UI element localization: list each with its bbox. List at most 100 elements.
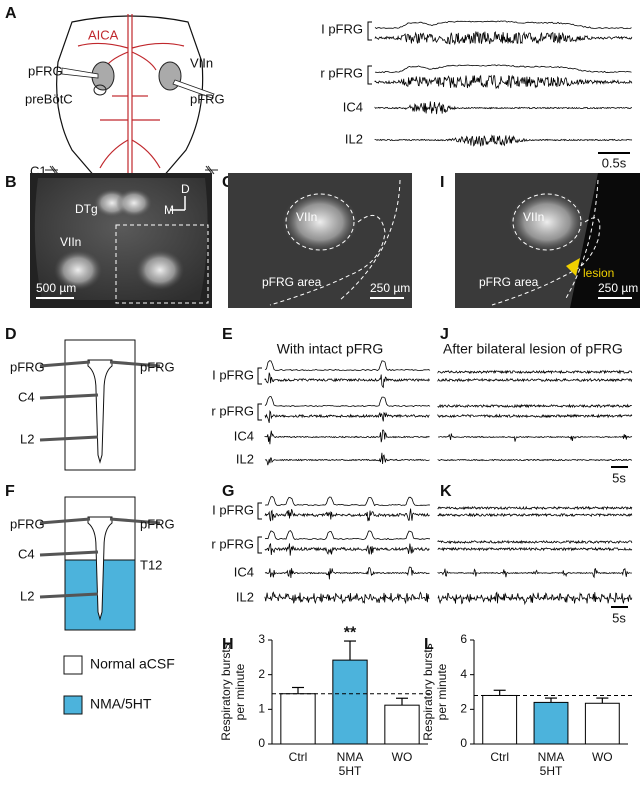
legend-swatch [63, 695, 83, 715]
label: C4 [18, 546, 35, 561]
bracket [257, 367, 262, 554]
label: VIIn [60, 235, 81, 249]
label: C4 [18, 389, 35, 404]
trace [437, 505, 633, 511]
y-tick-label: 3 [258, 632, 265, 646]
trace [437, 591, 633, 606]
label: L2 [20, 588, 34, 603]
trace-label: I pFRG [321, 21, 363, 36]
trace [437, 546, 633, 552]
integrated-trace [264, 360, 431, 372]
trace [264, 566, 430, 580]
micrograph [228, 173, 412, 308]
trace [264, 591, 430, 605]
trace-label: r pFRG [211, 403, 254, 418]
label: DTg [75, 202, 98, 216]
panel-letter: A [5, 5, 17, 22]
y-tick-label: 0 [460, 736, 467, 750]
scale-label: 5s [612, 470, 626, 485]
legend-swatch [63, 655, 83, 675]
panel-letter: B [5, 174, 17, 191]
label: VIIn [296, 210, 317, 224]
panel-title: After bilateral lesion of pFRG [443, 341, 623, 357]
y-tick-label: 2 [258, 667, 265, 681]
label: pFRG area [479, 275, 539, 289]
trace [264, 410, 430, 423]
trace-label: IC4 [234, 564, 254, 579]
trace-label: IL2 [236, 451, 254, 466]
scale-label: 500 µm [36, 281, 76, 295]
trace [437, 567, 633, 579]
cord-schematic [39, 496, 161, 631]
integrated-trace [264, 530, 431, 541]
label: pFRG [10, 359, 45, 374]
bar [533, 701, 569, 745]
label: pFRG area [262, 275, 322, 289]
scale-label: 250 µm [370, 281, 410, 295]
trace-label: IL2 [345, 131, 363, 146]
bracket [367, 21, 372, 85]
y-axis-label: Respiratory burstsper minute [219, 643, 247, 740]
trace [264, 542, 430, 556]
integrated-trace [264, 496, 431, 507]
x-tick-label: WO [392, 750, 413, 764]
trace [438, 433, 633, 442]
trace-label: IC4 [343, 99, 363, 114]
label: L2 [20, 431, 34, 446]
trace [264, 429, 430, 445]
trace [264, 372, 430, 389]
significance: ** [344, 624, 357, 641]
trace [374, 134, 633, 147]
x-tick-label: WO [592, 750, 613, 764]
trace-label: r pFRG [320, 65, 363, 80]
label: pFRG [190, 91, 225, 106]
legend-label: NMA/5HT [90, 696, 152, 712]
bar [584, 702, 620, 745]
label: lesion [583, 266, 614, 280]
trace [437, 413, 633, 419]
trace-label: IL2 [236, 589, 254, 604]
cord-schematic [39, 339, 161, 471]
x-tick-label: Ctrl [289, 750, 308, 764]
label: VIIn [523, 210, 544, 224]
label: pFRG [140, 516, 175, 531]
bar [482, 694, 518, 745]
label: pFRG [140, 359, 175, 374]
label: T12 [140, 557, 162, 572]
trace [437, 458, 633, 462]
trace [437, 369, 633, 375]
trace [374, 74, 633, 90]
trace [374, 31, 633, 46]
label: pFRG [28, 63, 63, 78]
bar [332, 659, 368, 745]
recordings [264, 20, 633, 606]
integrated-trace [264, 396, 431, 408]
trace-label: I pFRG [212, 367, 254, 382]
micrograph [30, 173, 212, 308]
trace [437, 403, 632, 409]
bar [280, 693, 316, 745]
label: VIIn [190, 55, 213, 70]
label: D [181, 182, 190, 196]
panel-letter: I [440, 174, 444, 191]
label: M [164, 203, 174, 217]
trace [374, 101, 632, 115]
trace [437, 539, 633, 545]
legend: Normal aCSF NMA/5HT [63, 655, 175, 715]
y-tick-label: 6 [460, 632, 467, 646]
panel-letter: E [222, 326, 233, 343]
trace-label: I pFRG [212, 502, 254, 517]
panel-letter: G [222, 483, 234, 500]
trace [264, 508, 430, 522]
scale-label: 0.5s [602, 155, 627, 170]
trace [437, 512, 633, 518]
x-tick-label: NMA 5HT [337, 750, 364, 778]
trace [264, 452, 430, 466]
panel-letter: L [424, 636, 434, 653]
y-axis-label: Respiratory burstsper minute [421, 643, 449, 740]
trace-label: IC4 [234, 428, 254, 443]
scale-label: 250 µm [598, 281, 638, 295]
integrated-trace [374, 64, 632, 74]
